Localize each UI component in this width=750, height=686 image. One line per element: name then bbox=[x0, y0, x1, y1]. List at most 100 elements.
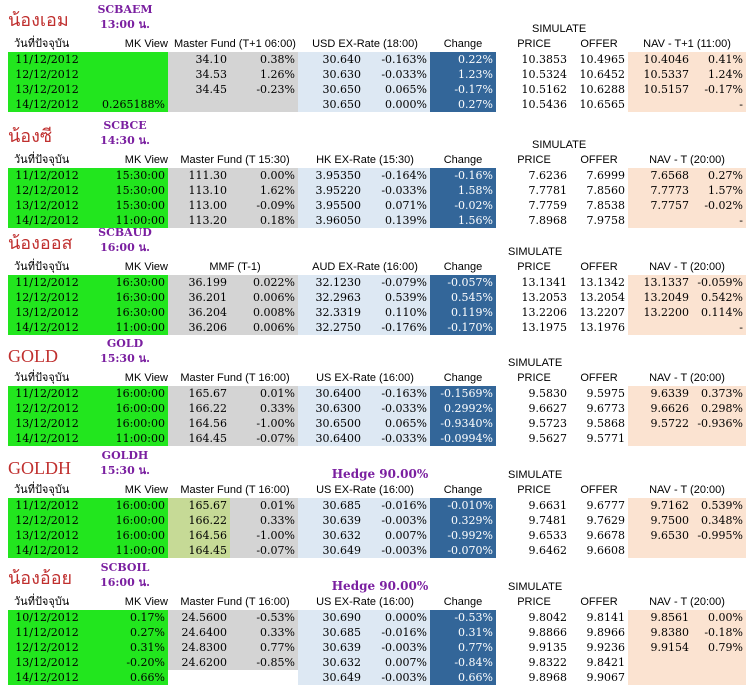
nav-cell: 9.6530 bbox=[628, 528, 692, 543]
fund-cutoff-time: 15:30 น. bbox=[100, 464, 150, 477]
fund-section: น้องออส SCBAUD 16:00 น. SIMULATE วันที่ปัจจุ… bbox=[0, 223, 750, 335]
fund-code: GOLD bbox=[106, 337, 144, 350]
change-cell: 0.545% bbox=[430, 290, 496, 305]
price-cell: 9.6533 bbox=[528, 529, 568, 542]
fund-title: GOLD bbox=[8, 346, 58, 366]
offer-cell: 9.7629 bbox=[586, 514, 626, 527]
nav-cell: 7.7773 bbox=[628, 183, 692, 198]
master-fund-change-cell: 0.33% bbox=[230, 513, 298, 528]
nav-header: NAV - T (20:00) bbox=[649, 372, 725, 384]
master-fund-price-cell: 36.199 bbox=[168, 275, 230, 290]
master-fund-change-cell: -0.53% bbox=[230, 610, 298, 625]
table-row: 11/12/2012 16:30:00 36.199 0.022% 32.1230 -0.… bbox=[0, 275, 750, 290]
date-cell: 13/12/2012 bbox=[8, 528, 86, 543]
master-fund-price-cell: 111.30 bbox=[168, 168, 230, 183]
fx-rate-cell: 30.6400 bbox=[298, 431, 364, 446]
mk-view-cell: 0.265188% bbox=[86, 97, 168, 112]
change-header: Change bbox=[443, 154, 483, 166]
master-fund-change-cell: -0.09% bbox=[230, 198, 298, 213]
master-fund-price-cell: 164.56 bbox=[168, 528, 230, 543]
price-cell: 9.8866 bbox=[528, 626, 568, 639]
mk-view-cell: 15:30:00 bbox=[86, 168, 168, 183]
price-cell: 9.8322 bbox=[528, 656, 568, 669]
master-fund-header: Master Fund (T 16:00) bbox=[180, 484, 290, 496]
fund-section: GOLD GOLD 15:30 น. SIMULATE วันที่ปัจจุบัน MK… bbox=[0, 334, 750, 446]
simulate-label: SIMULATE bbox=[532, 139, 587, 151]
master-fund-change-cell: -0.07% bbox=[230, 543, 298, 558]
master-fund-change-cell: -1.00% bbox=[230, 416, 298, 431]
nav-cell: 7.6568 bbox=[628, 168, 692, 183]
fund-section: น้องเอม SCBAEM 13:00 น. SIMULATE วันที่ปัจจุ… bbox=[0, 0, 750, 112]
master-fund-price-cell: 36.201 bbox=[168, 290, 230, 305]
mk-view-header: MK View bbox=[124, 154, 168, 166]
change-cell: -0.84% bbox=[430, 655, 496, 670]
date-cell: 14/12/2012 bbox=[8, 320, 86, 335]
fx-rate-cell: 32.2963 bbox=[298, 290, 364, 305]
table-row: 13/12/2012 34.45 -0.23% 30.650 0.065% -0.17% 1… bbox=[0, 82, 750, 97]
master-fund-price-cell: 164.45 bbox=[168, 543, 230, 558]
offer-header: OFFER bbox=[580, 484, 618, 496]
change-cell: 1.58% bbox=[430, 183, 496, 198]
fx-rate-cell: 30.6500 bbox=[298, 416, 364, 431]
price-cell: 7.7781 bbox=[528, 184, 568, 197]
price-cell: 13.2206 bbox=[521, 306, 568, 319]
table-row: 14/12/2012 11:00:00 164.45 -0.07% 30.649 -0.0… bbox=[0, 543, 750, 558]
offer-cell: 9.6773 bbox=[586, 402, 626, 415]
fund-section: GOLDH GOLDH 15:30 น. Hedge 90.00% SIMULATE วั… bbox=[0, 446, 750, 558]
change-cell: 0.31% bbox=[430, 625, 496, 640]
date-header: วันที่ปัจจุบัน bbox=[14, 596, 70, 608]
change-cell: 0.2992% bbox=[430, 401, 496, 416]
fx-rate-cell: 32.1230 bbox=[298, 275, 364, 290]
price-cell: 13.2053 bbox=[521, 291, 568, 304]
master-fund-header: Master Fund (T 15:30) bbox=[180, 154, 290, 166]
nav-change-cell: - bbox=[692, 213, 746, 228]
fx-change-cell: -0.079% bbox=[364, 275, 430, 290]
fx-rate-header: US EX-Rate (16:00) bbox=[316, 596, 414, 608]
nav-change-cell: -0.02% bbox=[692, 198, 746, 213]
mk-view-header: MK View bbox=[124, 484, 168, 496]
nav-change-cell: - bbox=[692, 320, 746, 335]
master-fund-price-cell: 166.22 bbox=[168, 513, 230, 528]
table-row: 14/12/2012 11:00:00 36.206 0.006% 32.2750 -0.… bbox=[0, 320, 750, 335]
offer-cell: 10.6452 bbox=[579, 68, 626, 81]
nav-cell: 9.7500 bbox=[628, 513, 692, 528]
nav-cell: 9.7162 bbox=[628, 498, 692, 513]
mk-view-cell: 16:00:00 bbox=[86, 416, 168, 431]
fund-code: SCBAEM bbox=[97, 3, 153, 16]
nav-change-cell: 0.27% bbox=[692, 168, 746, 183]
offer-cell: 10.4965 bbox=[579, 53, 626, 66]
date-cell: 11/12/2012 bbox=[8, 275, 86, 290]
date-header: วันที่ปัจจุบัน bbox=[14, 484, 70, 496]
master-fund-price-cell: 36.204 bbox=[168, 305, 230, 320]
master-fund-change-cell: 0.006% bbox=[230, 320, 298, 335]
master-fund-price-cell: 164.56 bbox=[168, 416, 230, 431]
fx-change-cell: 0.000% bbox=[364, 610, 430, 625]
fund-title: น้องอ้อย bbox=[8, 568, 73, 588]
table-row: 12/12/2012 16:00:00 166.22 0.33% 30.6300 -0.0… bbox=[0, 401, 750, 416]
table-row: 12/12/2012 34.53 1.26% 30.630 -0.033% 1.23% 10… bbox=[0, 67, 750, 82]
hedge-ratio: Hedge 90.00% bbox=[331, 579, 429, 593]
offer-cell: 9.9067 bbox=[586, 671, 626, 684]
nav-cell bbox=[628, 670, 692, 685]
table-row: 14/12/2012 11:00:00 113.20 0.18% 3.96050 0.13… bbox=[0, 213, 750, 228]
date-cell: 11/12/2012 bbox=[8, 168, 86, 183]
date-cell: 11/12/2012 bbox=[8, 52, 86, 67]
nav-cell: 9.9154 bbox=[628, 640, 692, 655]
offer-cell: 7.6999 bbox=[586, 169, 626, 182]
master-fund-change-cell: 0.33% bbox=[230, 401, 298, 416]
mk-view-cell: 0.17% bbox=[86, 610, 168, 625]
fx-change-cell: 0.071% bbox=[364, 198, 430, 213]
table-row: 13/12/2012 16:30:00 36.204 0.008% 32.3319 0.1… bbox=[0, 305, 750, 320]
table-row: 11/12/2012 16:00:00 165.67 0.01% 30.6400 -0.1… bbox=[0, 386, 750, 401]
fx-rate-cell: 30.649 bbox=[298, 543, 364, 558]
table-row: 12/12/2012 16:00:00 166.22 0.33% 30.639 -0.00… bbox=[0, 513, 750, 528]
nav-cell bbox=[628, 655, 692, 670]
fx-rate-cell: 30.639 bbox=[298, 640, 364, 655]
mk-view-cell: 15:30:00 bbox=[86, 198, 168, 213]
fx-change-cell: -0.003% bbox=[364, 543, 430, 558]
offer-cell: 7.9758 bbox=[586, 214, 626, 227]
fx-change-cell: -0.016% bbox=[364, 625, 430, 640]
change-cell: -0.0994% bbox=[430, 431, 496, 446]
nav-cell: 9.8380 bbox=[628, 625, 692, 640]
date-cell: 12/12/2012 bbox=[8, 640, 86, 655]
